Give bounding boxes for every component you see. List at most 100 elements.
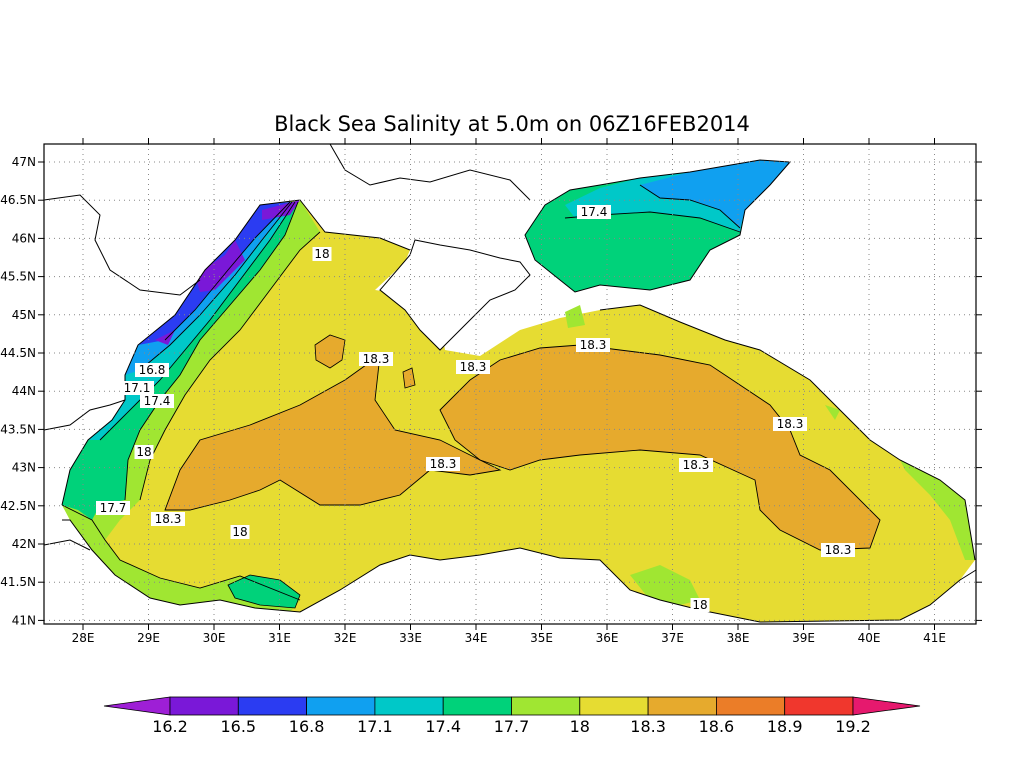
crimea bbox=[380, 240, 530, 350]
svg-text:17.7: 17.7 bbox=[100, 501, 127, 515]
colorbar-label: 18.9 bbox=[767, 717, 803, 736]
svg-text:17.1: 17.1 bbox=[124, 381, 151, 395]
lat-label: 42.5N bbox=[0, 499, 36, 513]
contour-label: 18.3 bbox=[773, 417, 807, 431]
band-18.3-18.6-east bbox=[440, 345, 880, 550]
lon-label: 29E bbox=[137, 631, 160, 645]
colorbar-swatch bbox=[579, 696, 649, 716]
lat-label: 43N bbox=[12, 461, 36, 475]
svg-text:18.3: 18.3 bbox=[155, 512, 182, 526]
contour-label: 17.4 bbox=[577, 205, 611, 219]
azov-band-16.8 bbox=[640, 160, 790, 228]
svg-text:18.3: 18.3 bbox=[460, 360, 487, 374]
contour-label: 18 bbox=[312, 247, 332, 261]
colorbar-swatch bbox=[647, 696, 717, 716]
contour-label: 17.4 bbox=[140, 394, 174, 408]
border-line-3 bbox=[43, 539, 91, 551]
colorbar-label: 16.2 bbox=[152, 717, 188, 736]
colorbar-high-arrow bbox=[852, 696, 921, 716]
land-north bbox=[300, 144, 820, 262]
colorbar-swatch bbox=[442, 696, 512, 716]
contour-17.4 bbox=[99, 201, 296, 441]
longitude-labels: 28E 29E 30E 31E 32E 33E 34E 35E 36E 37E 38E 39E 40E 4… bbox=[72, 631, 946, 645]
contour-label: 18.3 bbox=[426, 457, 460, 471]
inner-feature-mid bbox=[402, 367, 416, 389]
land-east bbox=[575, 144, 976, 560]
lon-label: 32E bbox=[334, 631, 357, 645]
band-east-coast bbox=[900, 460, 975, 560]
contour-16.8 bbox=[164, 201, 291, 341]
svg-text:17.4: 17.4 bbox=[581, 205, 608, 219]
colorbar-swatch bbox=[784, 696, 854, 716]
plot-frame bbox=[43, 143, 977, 625]
svg-text:18.3: 18.3 bbox=[777, 417, 804, 431]
contour-label: 18.3 bbox=[456, 360, 490, 374]
lon-label: 39E bbox=[792, 631, 815, 645]
colorbar-swatch bbox=[306, 696, 376, 716]
contour-17.1 bbox=[139, 201, 293, 371]
band-18.3-18.6-west bbox=[165, 355, 500, 510]
contour-label: 17.7 bbox=[96, 501, 130, 515]
lat-label: 42N bbox=[12, 537, 36, 551]
contour-label: 18.3 bbox=[359, 352, 393, 366]
lat-label: 44N bbox=[12, 384, 36, 398]
latitude-labels: 47N 46.5N 46N 45.5N 45N 44.5N 44N 43.5N 43N 42.5N… bbox=[0, 155, 36, 627]
svg-text:18.3: 18.3 bbox=[430, 457, 457, 471]
lon-label: 35E bbox=[530, 631, 553, 645]
lat-label: 45N bbox=[12, 308, 36, 322]
colorbar-label: 18.3 bbox=[630, 717, 666, 736]
lon-label: 34E bbox=[465, 631, 488, 645]
colorbar-label: 18.6 bbox=[699, 717, 735, 736]
svg-text:16.8: 16.8 bbox=[139, 363, 166, 377]
lat-label: 46.5N bbox=[0, 193, 36, 207]
map-title: Black Sea Salinity at 5.0m on 06Z16FEB20… bbox=[274, 112, 750, 136]
contour-18-nw bbox=[139, 231, 321, 501]
colorbar-label: 17.4 bbox=[425, 717, 461, 736]
coastline-east bbox=[599, 304, 976, 561]
colorbar-label: 18 bbox=[570, 717, 590, 736]
svg-text:18.3: 18.3 bbox=[825, 543, 852, 557]
contour-label: 16.8 bbox=[135, 363, 169, 377]
border-line-2 bbox=[43, 399, 126, 431]
lat-label: 46N bbox=[12, 231, 36, 245]
lat-label: 45.5N bbox=[0, 270, 36, 284]
colorbar-swatch bbox=[169, 696, 239, 716]
lon-label: 40E bbox=[858, 631, 881, 645]
colorbar-label: 19.2 bbox=[835, 717, 871, 736]
lon-label: 37E bbox=[661, 631, 684, 645]
contour-label: 18.3 bbox=[679, 458, 713, 472]
lon-label: 30E bbox=[203, 631, 226, 645]
coastline-azov bbox=[524, 159, 792, 293]
svg-text:18.3: 18.3 bbox=[363, 352, 390, 366]
lat-label: 41N bbox=[12, 613, 36, 627]
contour-18.3-west bbox=[164, 354, 502, 511]
svg-text:18: 18 bbox=[314, 247, 329, 261]
contour-label: 18.3 bbox=[821, 543, 855, 557]
lon-label: 41E bbox=[923, 631, 946, 645]
lon-label: 36E bbox=[596, 631, 619, 645]
lon-label: 38E bbox=[727, 631, 750, 645]
grid-lines bbox=[44, 144, 976, 624]
contour-label: 18.3 bbox=[576, 338, 610, 352]
axis-ticks bbox=[38, 138, 982, 630]
inner-feature-west bbox=[314, 334, 346, 369]
colorbar-low-arrow bbox=[103, 696, 171, 716]
contour-label: 18 bbox=[230, 525, 250, 539]
border-line-1 bbox=[43, 194, 201, 296]
land-south bbox=[44, 520, 976, 624]
contour-17.7 bbox=[124, 201, 299, 501]
border-line-4 bbox=[329, 143, 531, 201]
lon-label: 31E bbox=[268, 631, 291, 645]
svg-text:18: 18 bbox=[692, 598, 707, 612]
contour-18-west bbox=[61, 504, 301, 601]
coastline-crimea bbox=[379, 239, 531, 351]
lat-label: 41.5N bbox=[0, 575, 36, 589]
svg-text:17.4: 17.4 bbox=[144, 394, 171, 408]
colorbar-swatch bbox=[716, 696, 786, 716]
svg-text:18: 18 bbox=[232, 525, 247, 539]
inner-feature-sw bbox=[227, 574, 301, 609]
lat-label: 47N bbox=[12, 155, 36, 169]
colorbar-label: 16.8 bbox=[289, 717, 325, 736]
